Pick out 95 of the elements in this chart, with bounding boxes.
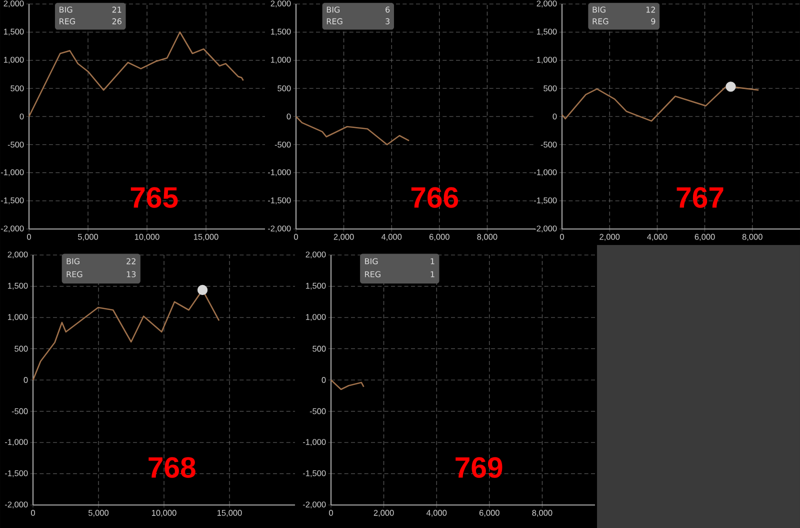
annotation: 6 [386, 6, 390, 13]
y-tick-label: 2,000 [8, 252, 28, 258]
x-tick-label: 2,000 [334, 234, 354, 241]
annotation: 13 [126, 271, 136, 278]
y-tick-label: 1,000 [4, 56, 24, 64]
y-tick-label: 1,000 [306, 314, 326, 321]
y-tick-label: 2,000 [4, 0, 24, 8]
x-tick-label: 5,000 [88, 510, 109, 517]
line-series [330, 379, 364, 390]
y-tick-label: -1,500 [268, 197, 291, 204]
line-series [295, 116, 410, 146]
annotation: 3 [386, 18, 390, 24]
annotation: 22 [126, 258, 136, 264]
annotation: BIG [60, 6, 72, 13]
y-tick-label: 0 [24, 377, 28, 383]
annotation: BIG [365, 258, 378, 264]
x-tick-label: 6,000 [694, 234, 715, 241]
y-tick-label: 0 [286, 114, 291, 120]
text: 769 [456, 457, 502, 478]
y-tick-label: 500 [14, 346, 28, 352]
x-tick-label: 6,000 [479, 510, 500, 517]
y-tick-label: 0 [20, 114, 24, 120]
x-tick-label: 2,000 [600, 234, 620, 241]
y-tick-label: -500 [274, 142, 291, 148]
annotation: REG [592, 18, 608, 24]
annotation: 21 [112, 6, 122, 13]
x-tick-label: 4,000 [647, 234, 668, 241]
y-tick-label: -500 [12, 408, 28, 414]
annotation: BIG [66, 258, 80, 264]
text: 767 [676, 187, 724, 208]
y-tick-label: -1,000 [1, 169, 24, 176]
y-tick-label: -2,000 [268, 226, 291, 232]
y-tick-label: 2,000 [536, 0, 557, 8]
y-tick-label: -1,000 [303, 439, 326, 446]
y-tick-label: -1,000 [534, 169, 557, 176]
x-tick-label: 8,000 [477, 234, 498, 241]
x-tick-label: 2,000 [374, 510, 394, 517]
x-tick-label: 8,000 [532, 510, 552, 517]
line-series [28, 31, 244, 118]
y-tick-label: 2,000 [270, 0, 291, 8]
y-tick-label: -1,000 [5, 439, 28, 446]
annotation: 12 [646, 6, 655, 13]
x-tick-label: 15,000 [194, 234, 218, 241]
x-tick-label: 6,000 [429, 234, 450, 241]
annotation: REG [365, 271, 380, 278]
y-tick-label: 0 [552, 114, 557, 120]
y-tick-label: -500 [310, 408, 326, 414]
annotation: 1 [430, 258, 434, 264]
y-tick-label: 1,000 [537, 56, 557, 64]
y-tick-label: 2,000 [306, 252, 326, 258]
y-tick-label: 500 [544, 85, 557, 92]
annotation: BIG [592, 6, 606, 13]
annotation: 26 [112, 18, 122, 24]
y-tick-label: -2,000 [303, 502, 326, 508]
annotation: BIG [326, 6, 340, 13]
y-tick-label: 1,500 [271, 28, 291, 36]
text: 768 [148, 457, 196, 478]
y-tick-label: 1,000 [8, 314, 28, 321]
y-tick-label: 1,500 [306, 282, 326, 290]
y-tick-label: 0 [322, 377, 326, 383]
y-tick-label: -2,000 [1, 226, 24, 232]
text: 766 [411, 187, 458, 208]
y-tick-label: -500 [8, 142, 24, 148]
text: 765 [130, 187, 178, 208]
annotation: 9 [651, 18, 656, 24]
y-tick-label: 1,500 [8, 282, 28, 290]
y-tick-label: 1,000 [271, 56, 291, 64]
x-tick-label: 0 [329, 510, 333, 516]
y-tick-label: 500 [312, 346, 326, 352]
y-tick-label: 1,500 [4, 28, 24, 36]
y-tick-label: 1,500 [537, 28, 557, 36]
annotation: REG [326, 18, 342, 24]
y-tick-label: 500 [278, 85, 291, 92]
x-tick-label: 5,000 [78, 234, 98, 241]
y-tick-label: -2,000 [5, 502, 28, 508]
y-tick-label: -1,500 [5, 470, 28, 478]
annotation: REG [66, 271, 82, 278]
y-tick-label: -1,500 [1, 197, 24, 204]
y-tick-label: 500 [10, 85, 24, 92]
x-tick-label: 0 [294, 234, 298, 240]
x-tick-label: 0 [560, 234, 564, 240]
x-tick-label: 15,000 [217, 510, 242, 517]
x-tick-label: 10,000 [152, 510, 176, 517]
x-tick-label: 0 [31, 510, 35, 516]
annotation: REG [60, 18, 75, 24]
y-tick-label: -1,000 [268, 169, 291, 176]
x-tick-label: 4,000 [381, 234, 402, 241]
x-tick-label: 10,000 [134, 234, 160, 241]
y-tick-label: -500 [540, 142, 557, 148]
annotation: 1 [430, 271, 434, 278]
x-tick-label: 4,000 [426, 510, 447, 517]
y-tick-label: -2,000 [534, 226, 557, 232]
y-tick-label: -1,500 [534, 197, 557, 204]
x-tick-label: 8,000 [742, 234, 762, 241]
y-tick-label: -1,500 [303, 470, 326, 478]
